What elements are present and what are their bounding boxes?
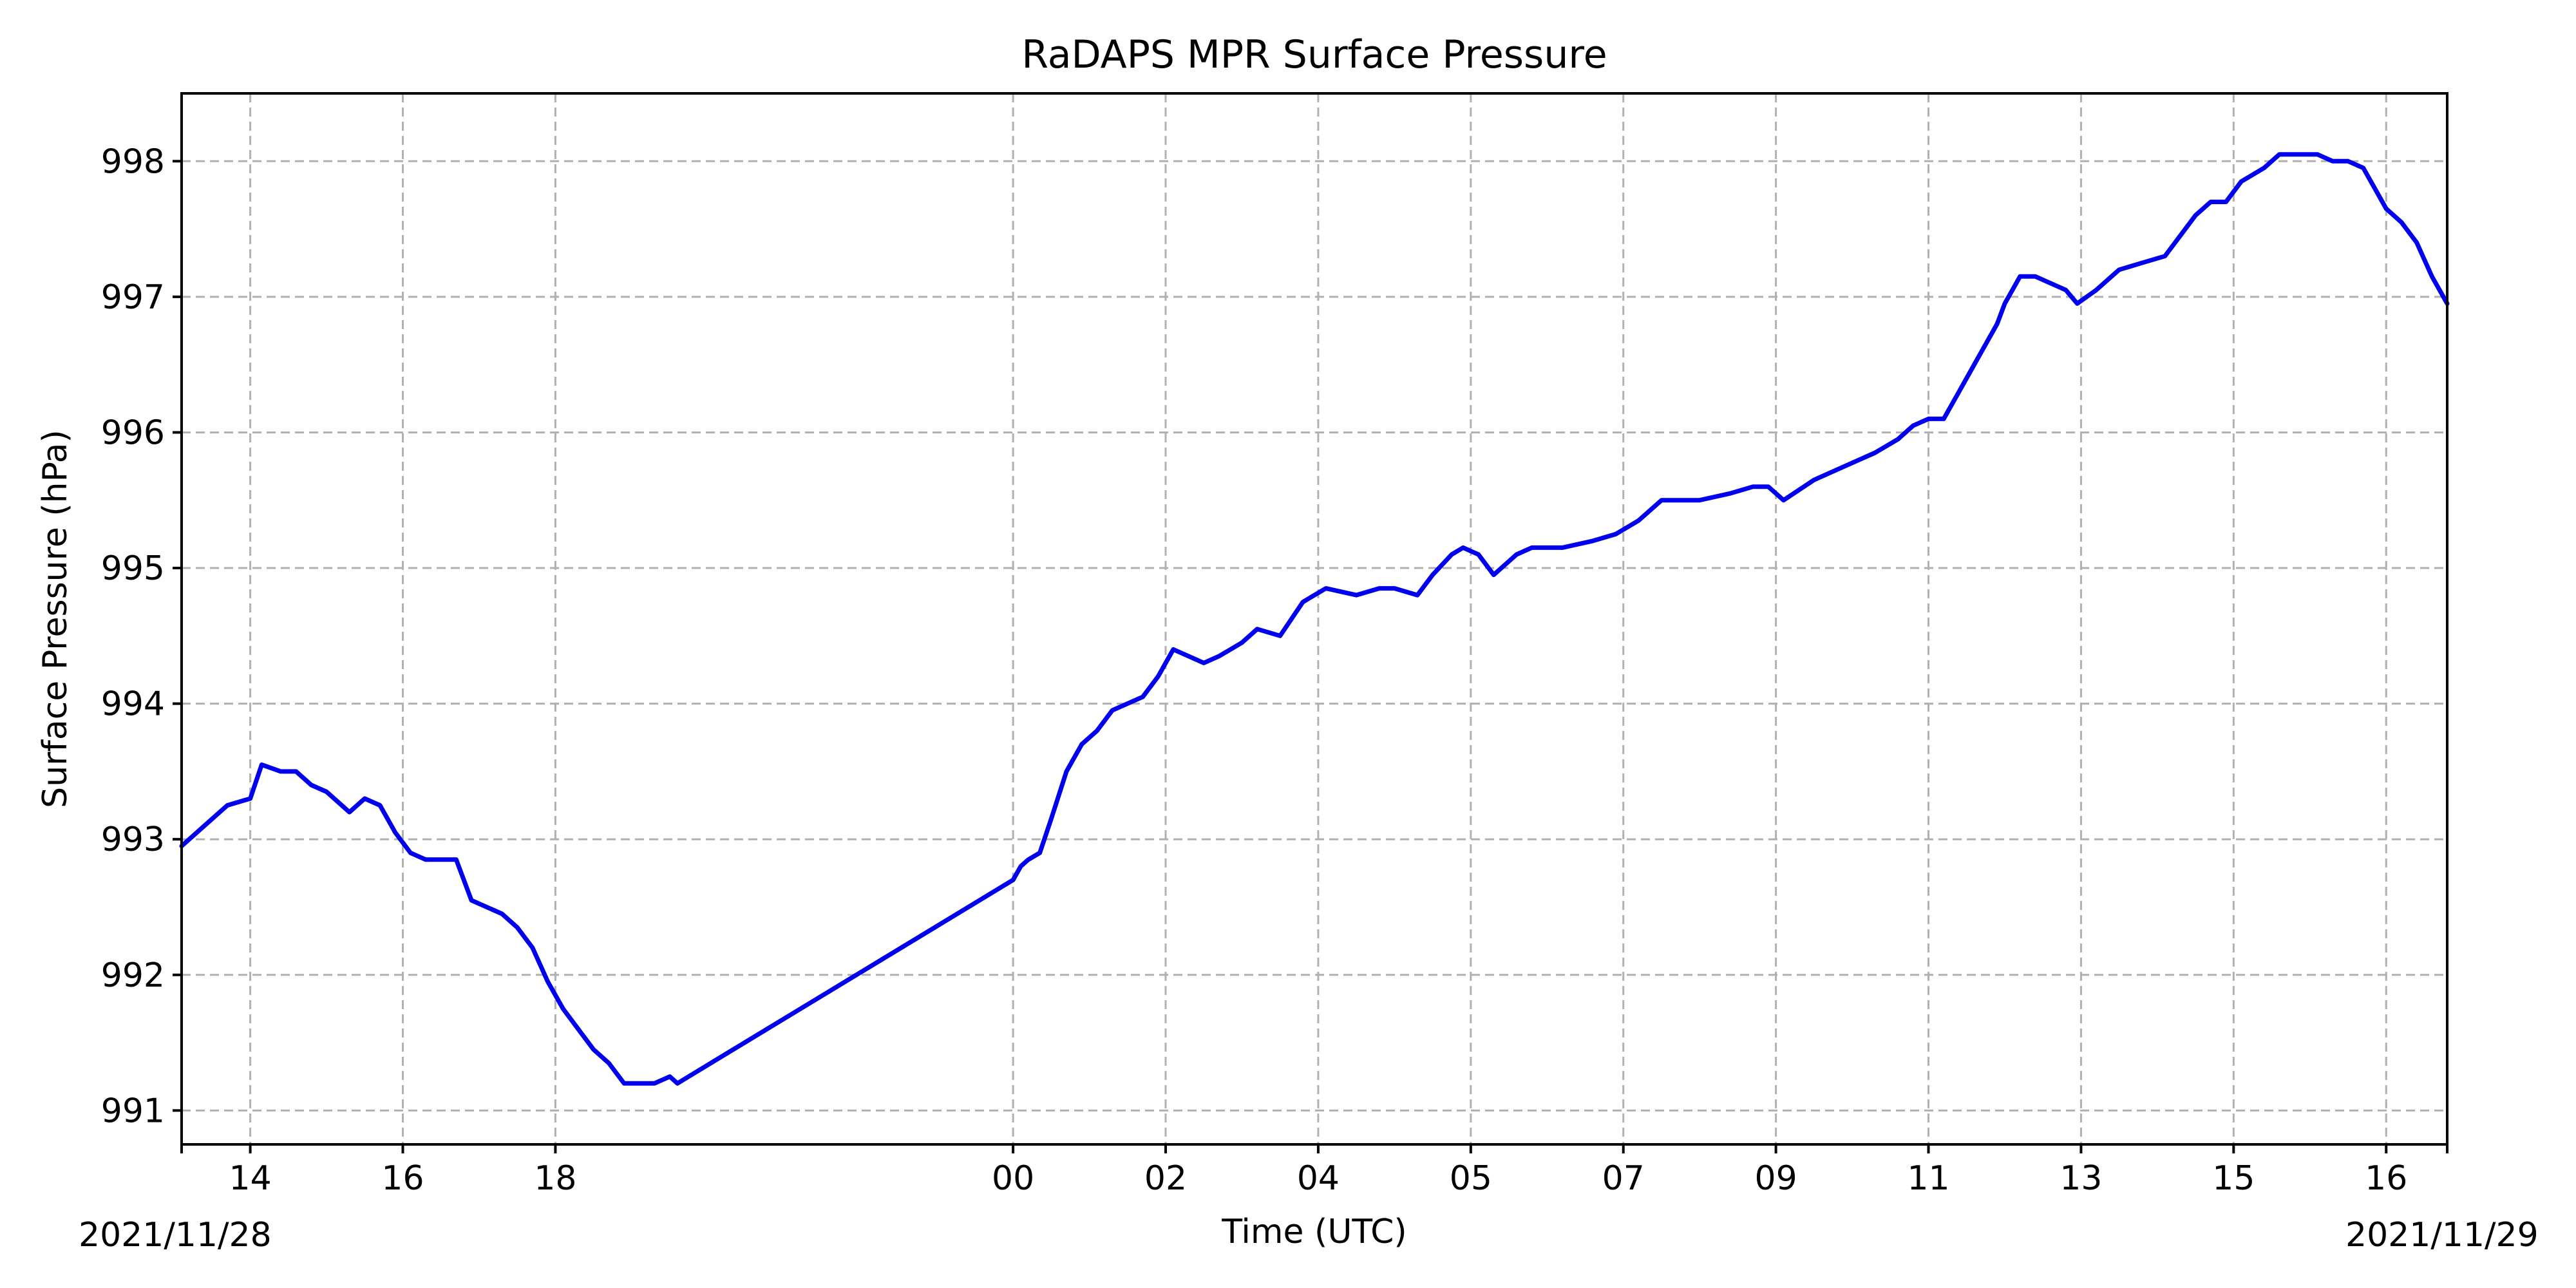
x-tick-label: 02: [1144, 1159, 1187, 1198]
x-tick-label: 15: [2212, 1159, 2255, 1198]
y-tick-label: 991: [101, 1092, 165, 1130]
x-tick-label: 11: [1907, 1159, 1949, 1198]
x-axis-label: Time (UTC): [1221, 1213, 1406, 1251]
y-tick-label: 992: [101, 956, 165, 995]
x-tick-label: 00: [992, 1159, 1034, 1198]
plot-frame: [180, 92, 2448, 1146]
x-tick-label: 13: [2060, 1159, 2102, 1198]
x-tick-label: 16: [381, 1159, 424, 1198]
x-tick-label: 16: [2365, 1159, 2407, 1198]
chart-title: RaDAPS MPR Surface Pressure: [1021, 32, 1607, 77]
y-tick-label: 998: [101, 142, 165, 181]
series-layer: [179, 152, 2450, 1086]
pressure-series-line: [179, 152, 2450, 1086]
x-tick-label: 07: [1602, 1159, 1645, 1198]
axis-ticks: 991 992 993 994 995 996 997 998 14 16 18 00 02 04 05 07…: [101, 142, 2448, 1198]
x-tick-label: 05: [1450, 1159, 1492, 1198]
y-tick-label: 996: [101, 413, 165, 452]
x-tick-label: 09: [1755, 1159, 1797, 1198]
date-end-label: 2021/11/29: [2345, 1216, 2539, 1255]
y-tick-label: 997: [101, 278, 165, 317]
date-start-label: 2021/11/28: [79, 1216, 272, 1255]
y-axis-label: Surface Pressure (hPa): [36, 430, 75, 808]
y-tick-label: 995: [101, 549, 165, 588]
x-tick-label: 18: [534, 1159, 576, 1198]
x-tick-label: 04: [1297, 1159, 1340, 1198]
y-tick-label: 994: [101, 685, 165, 724]
x-tick-label: 14: [229, 1159, 272, 1198]
y-tick-label: 993: [101, 820, 165, 859]
